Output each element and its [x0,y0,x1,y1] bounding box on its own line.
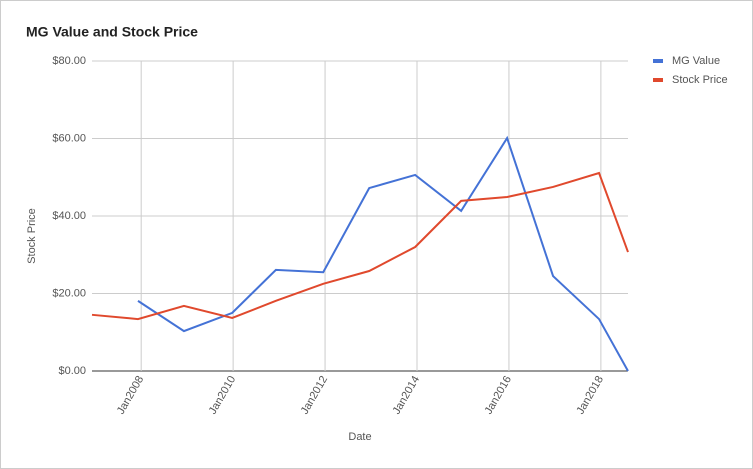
legend-label: MG Value [672,55,720,67]
chart-title: MG Value and Stock Price [26,24,198,40]
y-tick-label: $0.00 [58,365,86,377]
y-tick-label: $80.00 [52,55,86,67]
series-line [91,171,629,321]
y-tick-label: $20.00 [52,287,86,299]
x-axis-title: Date [348,431,371,443]
legend-label: Stock Price [672,74,728,86]
y-axis-title: Stock Price [26,208,38,264]
y-tick-label: $40.00 [52,210,86,222]
y-tick-label: $60.00 [52,132,86,144]
legend-swatch [653,59,663,63]
legend-swatch [653,78,663,82]
